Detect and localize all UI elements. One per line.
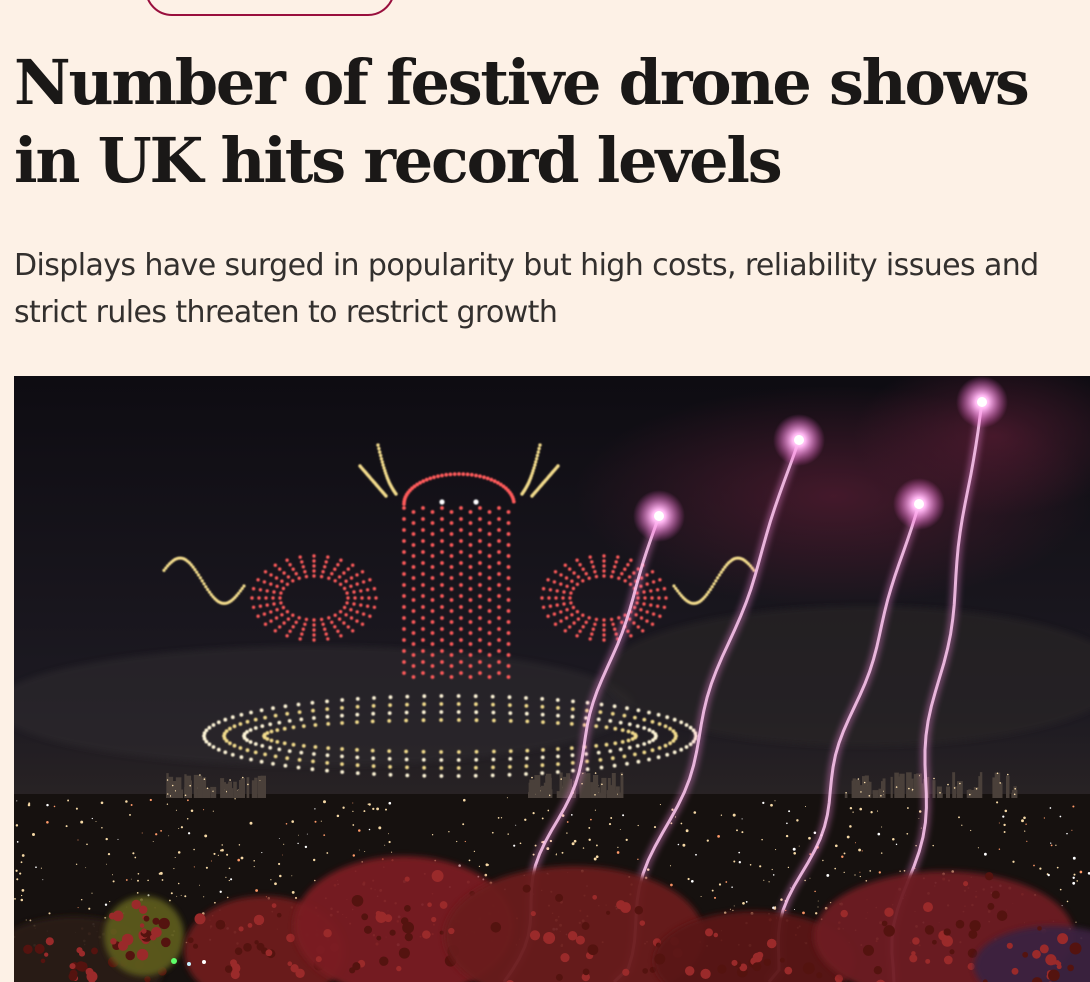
drone-show-photo bbox=[14, 376, 1090, 982]
hero-image bbox=[14, 376, 1090, 982]
article-standfirst: Displays have surged in popularity but h… bbox=[14, 248, 1039, 330]
topic-tag-button[interactable] bbox=[145, 0, 395, 16]
article-headline: Number of festive drone shows in UK hits… bbox=[14, 46, 1030, 197]
